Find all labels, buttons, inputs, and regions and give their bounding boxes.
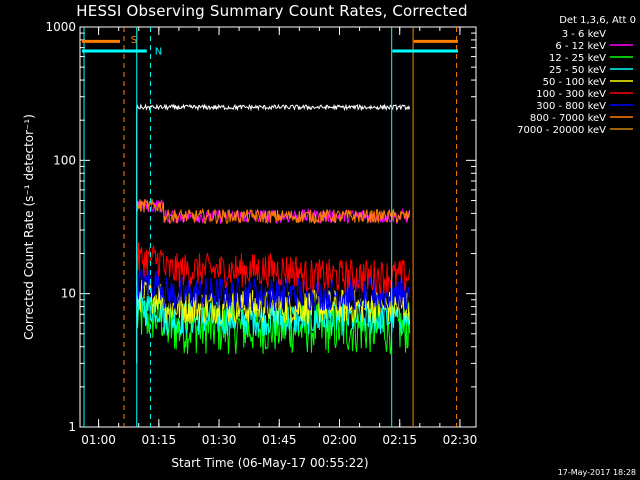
- timestamp: 17-May-2017 18:28: [558, 468, 636, 477]
- marker-label-n: N: [155, 47, 162, 58]
- series-line: [136, 242, 411, 294]
- series-line: [136, 268, 411, 311]
- series-line: [136, 198, 411, 225]
- x-tick-label: 01:45: [262, 433, 297, 447]
- x-tick-label: 02:15: [382, 433, 417, 447]
- legend-label: 100 - 300 keV: [536, 89, 606, 100]
- legend-label: 25 - 50 keV: [549, 65, 606, 76]
- y-tick-label: 100: [53, 153, 76, 167]
- chart-title: HESSI Observing Summary Count Rates, Cor…: [76, 2, 468, 20]
- y-tick-label: 10: [61, 287, 76, 301]
- series-line-3-6kev: [136, 103, 411, 112]
- legend-label: 50 - 100 keV: [543, 77, 607, 88]
- y-axis-label: Corrected Count Rate (s⁻¹ detector⁻¹): [22, 114, 36, 340]
- legend-label: 12 - 25 keV: [549, 53, 606, 64]
- legend-label: 3 - 6 keV: [562, 29, 606, 40]
- legend-label: 7000 - 20000 keV: [517, 125, 606, 136]
- y-tick-label: 1: [68, 420, 76, 434]
- marker-layer: SN: [82, 27, 458, 427]
- y-tick-label: 1000: [45, 20, 76, 34]
- legend-label: 800 - 7000 keV: [530, 113, 606, 124]
- x-tick-label: 01:15: [142, 433, 177, 447]
- marker-label-s: S: [131, 35, 137, 46]
- legend-label: 300 - 800 keV: [536, 101, 606, 112]
- x-tick-label: 02:00: [322, 433, 357, 447]
- legend-title: Det 1,3,6, Att 0: [559, 15, 636, 26]
- x-axis-label: Start Time (06-May-17 00:55:22): [171, 456, 368, 470]
- x-tick-label: 01:30: [202, 433, 237, 447]
- axis-ticks: 01:00 01:15 01:30 01:45 02:00 02:15 02:30 1 10 10…: [45, 20, 477, 447]
- x-tick-label: 02:30: [443, 433, 478, 447]
- plot-frame: [79, 26, 477, 428]
- x-tick-label: 01:00: [81, 433, 116, 447]
- legend-label: 6 - 12 keV: [555, 41, 606, 52]
- series-layer: [136, 103, 411, 364]
